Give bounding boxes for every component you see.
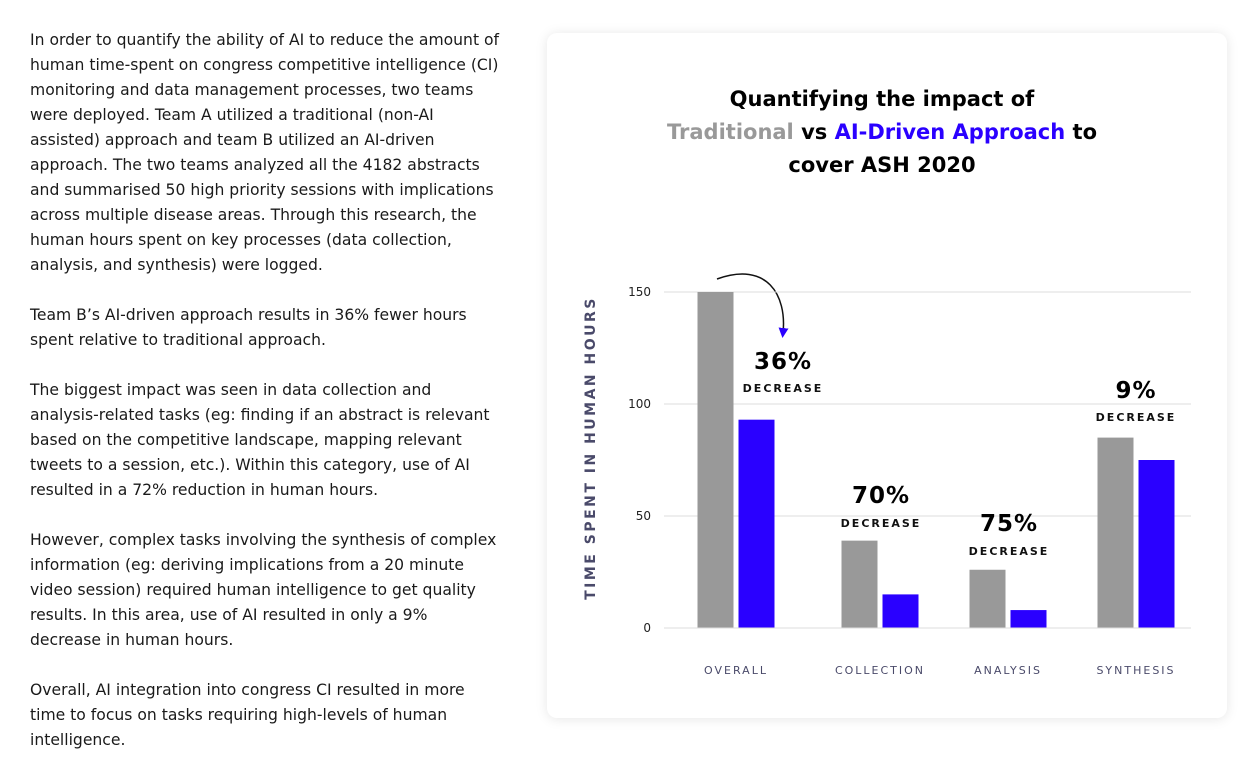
article-paragraph: However, complex tasks involving the syn… xyxy=(30,531,497,649)
bar-ai-synthesis xyxy=(1138,460,1175,628)
bar-traditional-analysis xyxy=(969,569,1006,628)
chart-title-line3: cover ASH 2020 xyxy=(788,153,976,177)
annotation-label: DECREASE xyxy=(841,517,922,530)
y-tick-label: 150 xyxy=(628,285,651,299)
bar-traditional-synthesis xyxy=(1097,437,1134,628)
chart-card: Quantifying the impact of Traditional vs… xyxy=(547,33,1227,718)
chart-title-ai: AI-Driven Approach xyxy=(834,120,1066,144)
curved-arrow-icon xyxy=(716,273,789,338)
chart-title-traditional: Traditional xyxy=(667,120,794,144)
chart-title-vs: vs xyxy=(793,120,835,144)
article-paragraph: The biggest impact was seen in data coll… xyxy=(30,381,490,499)
article-paragraph: Overall, AI integration into congress CI… xyxy=(30,681,465,749)
annotation-label: DECREASE xyxy=(743,382,824,395)
bar-ai-analysis xyxy=(1010,610,1047,628)
x-tick-label: OVERALL xyxy=(704,664,768,677)
bar-traditional-overall xyxy=(697,292,734,628)
x-tick-label: ANALYSIS xyxy=(974,664,1042,677)
bar-ai-collection xyxy=(882,594,919,628)
annotation-percent: 70% xyxy=(852,483,910,509)
x-tick-label: COLLECTION xyxy=(835,664,925,677)
annotation-label: DECREASE xyxy=(1096,411,1177,424)
y-tick-label: 100 xyxy=(628,397,651,411)
article-paragraph: In order to quantify the ability of AI t… xyxy=(30,31,500,274)
y-axis-title: TIME SPENT IN HUMAN HOURS xyxy=(583,296,599,600)
y-tick-label: 50 xyxy=(636,509,651,523)
y-tick-label: 0 xyxy=(643,621,651,635)
chart-title-to: to xyxy=(1065,120,1097,144)
annotation-percent: 36% xyxy=(754,349,812,375)
bar-chart: 0 50 100 150 TIME SPENT IN HUMAN HOURS OVERAL… xyxy=(583,273,1191,677)
chart-title-line1: Quantifying the impact of xyxy=(729,87,1035,111)
bar-traditional-collection xyxy=(841,540,878,628)
chart-title-line2: Traditional vs AI-Driven Approach to xyxy=(547,116,1217,149)
annotation-label: DECREASE xyxy=(969,545,1050,558)
bar-ai-overall xyxy=(738,419,775,628)
chart-title: Quantifying the impact of Traditional vs… xyxy=(547,83,1217,182)
x-tick-label: SYNTHESIS xyxy=(1096,664,1175,677)
annotation-percent: 75% xyxy=(980,511,1038,537)
article-text: In order to quantify the ability of AI t… xyxy=(30,28,500,778)
annotation-percent: 9% xyxy=(1115,378,1156,404)
article-paragraph: Team B’s AI-driven approach results in 3… xyxy=(30,306,467,349)
